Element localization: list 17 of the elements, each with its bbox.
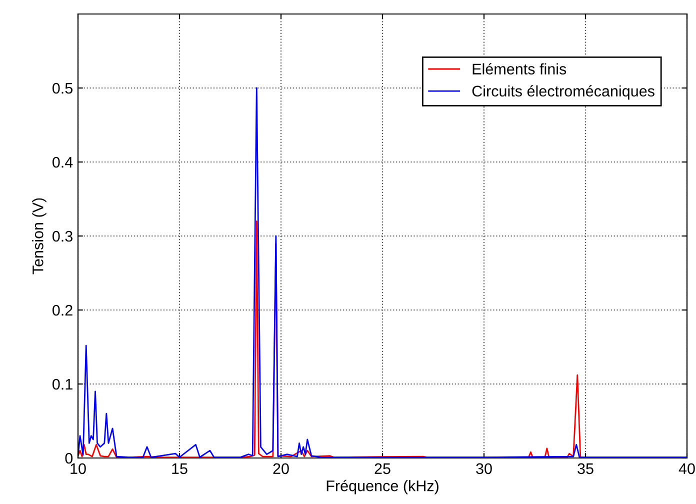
y-tick-label: 0.4 (52, 156, 73, 168)
x-tick-label: 35 (578, 463, 594, 474)
x-tick-label: 20 (273, 463, 289, 474)
y-tick-label: 0.3 (52, 230, 72, 242)
legend-label: Circuits électromécaniques (472, 85, 654, 100)
legend-label: Eléments finis (472, 63, 566, 74)
x-tick-label: 25 (374, 463, 390, 474)
y-tick-label: 0.2 (52, 304, 72, 316)
y-tick-label: 0.5 (52, 82, 72, 94)
y-tick-label: 0 (65, 452, 73, 464)
x-tick-label: 15 (172, 463, 188, 474)
x-tick-label: 40 (678, 463, 695, 474)
y-axis-title: Tension (V) (32, 198, 46, 274)
x-tick-label: 10 (70, 463, 86, 474)
x-axis-title: Fréquence (kHz) (326, 480, 438, 494)
x-tick-label: 30 (476, 463, 492, 474)
y-tick-label: 0.1 (52, 378, 72, 390)
